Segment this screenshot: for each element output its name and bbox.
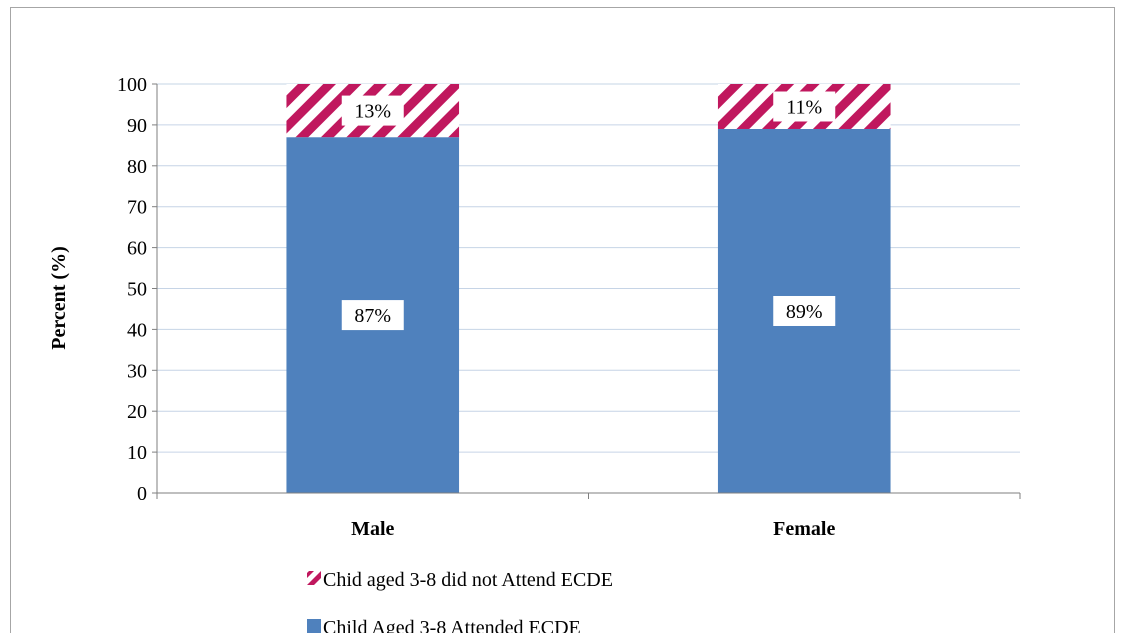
- legend-label: Child Aged 3-8 Attended ECDE: [323, 617, 581, 633]
- y-axis-title: Percent (%): [48, 246, 70, 349]
- y-tick-label: 30: [127, 360, 147, 382]
- data-label: 87%: [354, 305, 391, 327]
- data-label-box: [341, 95, 404, 126]
- y-tick-label: 50: [127, 279, 147, 301]
- y-tick-label: 100: [117, 74, 147, 96]
- y-tick-label: 0: [137, 483, 147, 505]
- axes: 0 10 20 30 40 50 60 70 80 90 100 Male Female: [117, 74, 1021, 540]
- data-label-box: [773, 91, 836, 122]
- y-tick-label: 90: [127, 115, 147, 137]
- x-category-label: Male: [351, 518, 394, 540]
- legend: Chid aged 3-8 did not Attend ECDE Child A…: [307, 569, 613, 633]
- data-labels: 87% 13% 89% 11%: [341, 91, 836, 331]
- data-label: 11%: [786, 96, 822, 118]
- data-label-box: [341, 300, 404, 331]
- data-label: 13%: [354, 101, 391, 123]
- legend-swatch-solid: [307, 619, 321, 633]
- data-label-box: [773, 295, 836, 326]
- legend-swatch-striped: [307, 571, 321, 585]
- x-category-label: Female: [773, 518, 835, 540]
- y-tick-label: 10: [127, 442, 147, 464]
- chart-frame: [10, 7, 1115, 633]
- y-tick-label: 40: [127, 319, 147, 341]
- legend-swatch-striped-part: [307, 571, 314, 578]
- y-tick-label: 20: [127, 401, 147, 423]
- y-tick-label: 60: [127, 238, 147, 260]
- data-label: 89%: [786, 301, 823, 323]
- legend-label: Chid aged 3-8 did not Attend ECDE: [323, 569, 613, 591]
- y-tick-label: 70: [127, 197, 147, 219]
- y-tick-label: 80: [127, 156, 147, 178]
